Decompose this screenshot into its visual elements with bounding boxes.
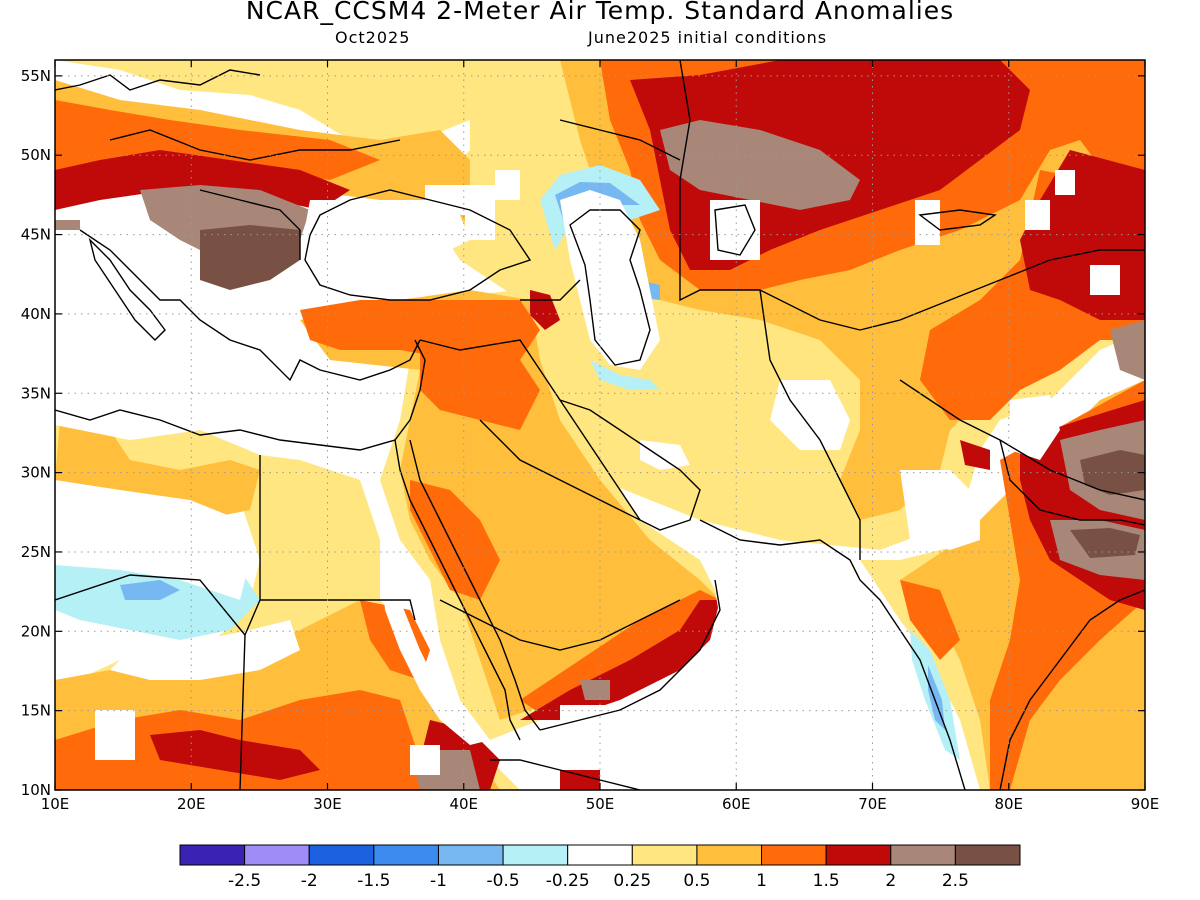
anomaly-region: [410, 480, 500, 600]
latitude-axis: 10N 15N 20N 25N 30N 35N 40N 45N 50N 55N: [21, 67, 1145, 799]
colorbar-swatch: [954, 844, 1021, 866]
y-tick-label: 45N: [21, 226, 51, 244]
colorbar: -2.5 -2 -1.5 -1 -0.5 -0.25 0.25 0.5 1 1.5 2 2.5: [179, 844, 1021, 891]
x-tick-label: 90E: [1131, 795, 1160, 813]
colorbar-swatch: [567, 844, 633, 866]
anomaly-region: [960, 440, 990, 470]
colorbar-swatch: [179, 844, 246, 866]
y-tick-label: 40N: [21, 305, 51, 323]
colorbar-label: -2: [301, 871, 318, 891]
colorbar-label: 2.5: [942, 871, 969, 891]
anomaly-region: [580, 680, 610, 700]
anomaly-region: [560, 770, 600, 790]
colorbar-label: -2.5: [228, 871, 261, 891]
x-tick-label: 40E: [449, 795, 478, 813]
anomaly-region: [900, 470, 980, 550]
longitude-axis: 10E 20E 30E 40E 50E 60E 70E 80E 90E: [41, 60, 1160, 813]
colorbar-label: -0.25: [546, 871, 590, 891]
colorbar-swatch: [631, 844, 698, 866]
y-tick-label: 55N: [21, 67, 51, 85]
colorbar-swatch: [761, 844, 827, 866]
anomaly-region: [110, 620, 300, 680]
anomaly-region: [600, 555, 950, 790]
x-tick-label: 10E: [41, 795, 70, 813]
y-tick-label: 50N: [21, 146, 51, 164]
x-tick-label: 50E: [586, 795, 615, 813]
anomaly-region: [150, 730, 320, 780]
y-tick-label: 15N: [21, 702, 51, 720]
y-tick-label: 35N: [21, 384, 51, 402]
colorbar-label: 1: [756, 871, 767, 891]
colorbar-swatch: [890, 844, 956, 866]
colorbar-swatch: [373, 844, 439, 866]
anomaly-region: [520, 590, 720, 720]
initial-conditions: June2025 initial conditions: [588, 28, 828, 47]
x-tick-label: 20E: [177, 795, 206, 813]
x-tick-label: 70E: [858, 795, 887, 813]
anomaly-region: [55, 690, 440, 790]
x-tick-label: 30E: [313, 795, 342, 813]
forecast-month: Oct2025: [335, 28, 411, 47]
grid: [55, 60, 1145, 790]
colorbar-label: 1.5: [813, 871, 840, 891]
anomaly-region: [380, 560, 490, 745]
coastlines-borders: [55, 60, 1145, 790]
anomaly-region: [120, 580, 180, 600]
anomaly-region: [55, 480, 250, 600]
colorbar-label: -1.5: [357, 871, 390, 891]
anomaly-region: [300, 300, 540, 360]
anomaly-region: [1070, 528, 1140, 558]
colorbar-label: -1: [430, 871, 447, 891]
y-tick-label: 20N: [21, 622, 51, 640]
anomaly-region: [640, 440, 690, 470]
masked-cells: [55, 170, 1120, 775]
y-tick-label: 30N: [21, 464, 51, 482]
y-tick-label: 10N: [21, 781, 51, 799]
anomaly-region: [1010, 395, 1060, 460]
anomaly-region: [420, 350, 540, 430]
anomaly-region: [55, 150, 350, 210]
anomaly-region: [900, 580, 960, 660]
colorbar-label: 0.5: [683, 871, 710, 891]
colorbar-swatch: [502, 844, 569, 866]
anomaly-region: [590, 360, 660, 390]
colorbar-swatch: [437, 844, 504, 866]
colorbar-swatch: [696, 844, 763, 866]
colorbar-swatch: [825, 844, 892, 866]
colorbar-swatch: [244, 844, 310, 866]
anomaly-field: [55, 60, 1145, 790]
colorbar-label: 0.25: [613, 871, 651, 891]
anomaly-region: [660, 120, 860, 210]
x-tick-label: 60E: [722, 795, 751, 813]
anomaly-region: [1080, 450, 1145, 495]
anomaly-region: [520, 600, 720, 720]
anomaly-region: [770, 380, 850, 450]
y-tick-label: 25N: [21, 543, 51, 561]
anomaly-region: [300, 290, 720, 720]
colorbar-label: 2: [885, 871, 896, 891]
anomaly-region: [1110, 320, 1145, 380]
map-title: NCAR_CCSM4 2-Meter Air Temp. Standard An…: [245, 0, 955, 25]
anomaly-region: [55, 320, 400, 455]
anomaly-region: [300, 200, 470, 270]
anomaly-region: [200, 225, 300, 290]
colorbar-label: -0.5: [486, 871, 519, 891]
x-tick-label: 80E: [994, 795, 1023, 813]
colorbar-swatch: [308, 844, 375, 866]
